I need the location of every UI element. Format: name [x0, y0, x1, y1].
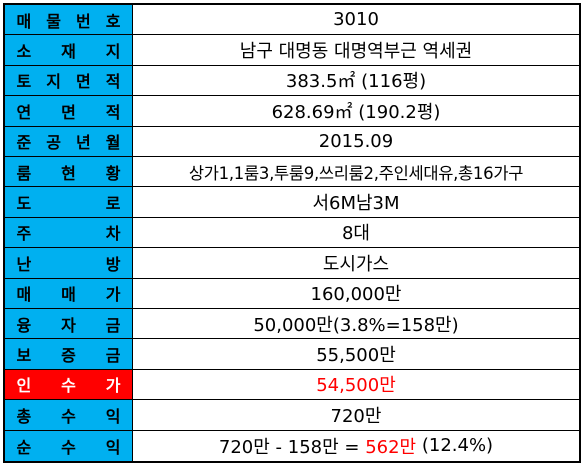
label-char: 로: [105, 194, 121, 214]
label-char: 면: [61, 102, 76, 122]
value-completion-date: 2015.09: [133, 126, 579, 157]
label-char: 매: [61, 285, 76, 305]
label-char: 금: [105, 346, 121, 366]
label-char: 준: [16, 133, 32, 153]
label-char: 월: [105, 133, 121, 153]
label-char: 재: [61, 42, 76, 62]
value-parking: 8대: [133, 217, 579, 249]
net-income-formula: 720만 - 158만 =: [218, 436, 366, 458]
value-net-income: 720만 - 158만 = 562만 (12.4%): [133, 430, 579, 461]
value-room-status: 상가1,1룸3,투룸9,쓰리룸2,주인세대유,총16가구: [133, 156, 579, 188]
value-listing-number: 3010: [133, 5, 579, 36]
label-char: 적: [105, 72, 121, 92]
net-income-yield: (12.4%): [416, 435, 494, 457]
label-char: 자: [61, 315, 76, 335]
label-char: 현: [61, 163, 76, 183]
label-char: 총: [16, 406, 32, 426]
label-char: 융: [16, 315, 32, 335]
value-location: 남구 대명동 대명역부근 역세권: [133, 35, 579, 66]
label-char: 년: [76, 133, 91, 153]
label-char: 매: [16, 11, 32, 31]
label-char: 증: [61, 346, 76, 366]
label-char: 난: [16, 254, 32, 274]
label-char: 매: [16, 285, 32, 305]
net-income-amount: 562만: [365, 436, 417, 458]
value-total-income: 720만: [133, 400, 579, 431]
label-char: 연: [16, 102, 32, 122]
label-char: 황: [105, 163, 121, 183]
label-char: 가: [105, 285, 121, 305]
label-char: 호: [105, 11, 121, 31]
label-char: 도: [16, 194, 32, 214]
label-char: 지: [46, 72, 61, 92]
value-sale-price: 160,000만: [133, 278, 579, 309]
label-char: 보: [16, 346, 32, 366]
label-char: 수: [61, 376, 76, 396]
value-loan: 50,000만(3.8%=158만): [133, 308, 579, 340]
label-char: 인: [16, 376, 32, 396]
label-char: 가: [105, 376, 121, 396]
label-char: 수: [61, 437, 76, 457]
label-char: 공: [46, 133, 61, 153]
label-char: 면: [76, 72, 91, 92]
label-char: 순: [16, 437, 32, 457]
label-char: 수: [61, 406, 76, 426]
value-heating: 도시가스: [133, 248, 579, 279]
label-char: 토: [16, 72, 32, 92]
label-char: 금: [105, 315, 121, 335]
value-acquisition-price: 54,500만: [133, 369, 579, 401]
value-deposit: 55,500만: [133, 339, 579, 370]
label-char: 소: [16, 42, 32, 62]
value-floor-area: 628.69㎡ (190.2평): [133, 96, 579, 127]
value-road: 서6M남3M: [133, 187, 579, 218]
label-char: 룸: [16, 163, 32, 183]
label-char: 차: [105, 224, 121, 244]
label-char: 번: [76, 11, 91, 31]
label-char: 방: [105, 254, 121, 274]
label-char: 지: [105, 42, 121, 62]
label-char: 익: [105, 406, 121, 426]
value-land-area: 383.5㎡ (116평): [133, 65, 579, 97]
label-char: 물: [46, 11, 61, 31]
label-char: 익: [105, 437, 121, 457]
label-char: 주: [16, 224, 32, 244]
label-char: 적: [105, 102, 121, 122]
